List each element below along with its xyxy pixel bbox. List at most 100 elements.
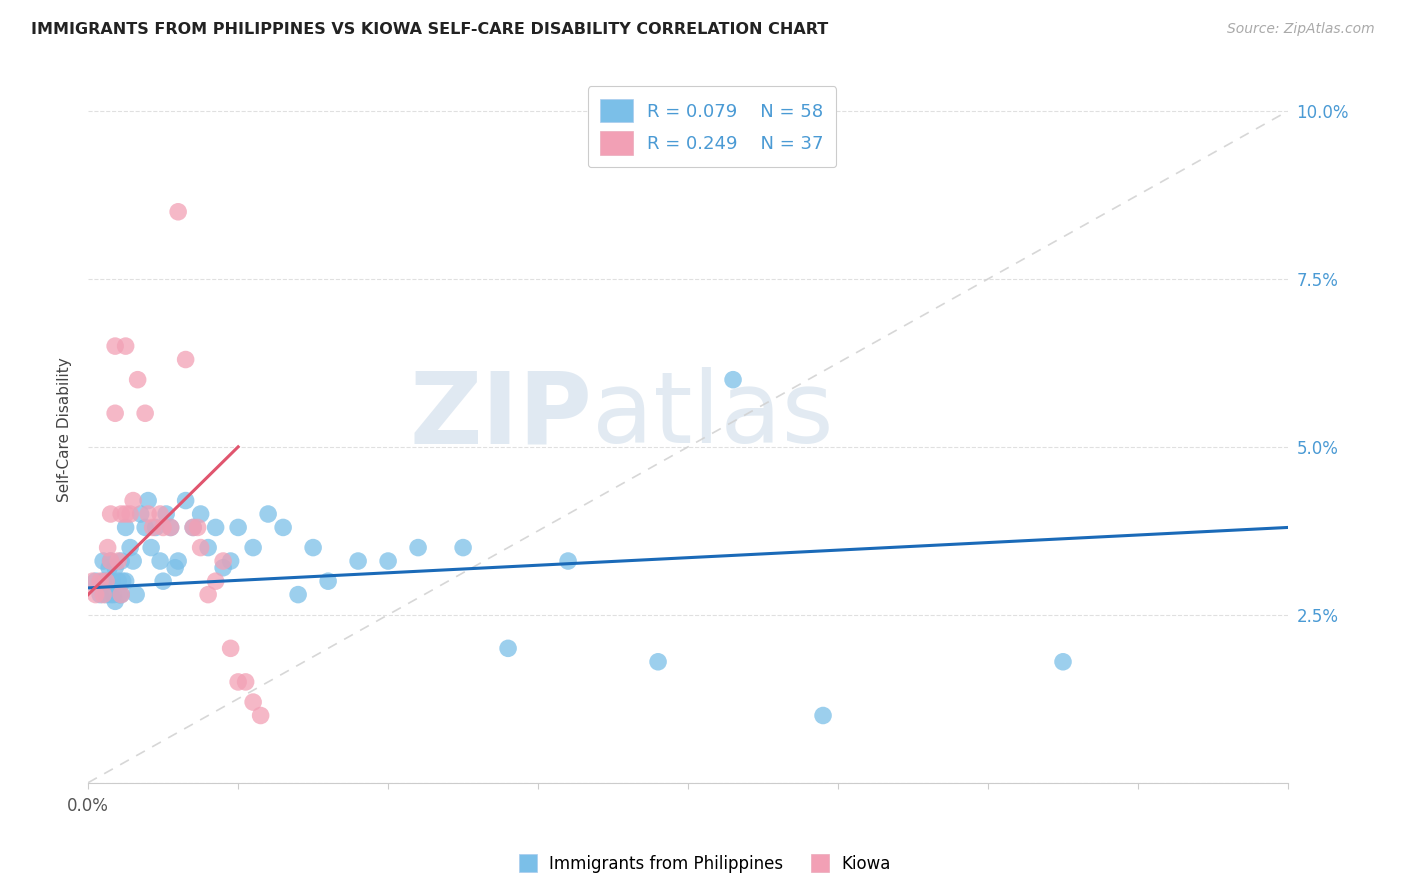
Point bbox=[125, 588, 148, 602]
Point bbox=[242, 541, 264, 555]
Point bbox=[98, 560, 121, 574]
Point bbox=[190, 541, 212, 555]
Point bbox=[120, 541, 142, 555]
Point bbox=[91, 554, 114, 568]
Point bbox=[159, 520, 181, 534]
Point bbox=[114, 339, 136, 353]
Point bbox=[212, 554, 235, 568]
Point bbox=[496, 641, 519, 656]
Point bbox=[242, 695, 264, 709]
Point bbox=[257, 507, 280, 521]
Point bbox=[721, 373, 744, 387]
Point bbox=[134, 520, 156, 534]
Point bbox=[451, 541, 474, 555]
Point bbox=[347, 554, 370, 568]
Point bbox=[129, 507, 152, 521]
Point bbox=[89, 588, 111, 602]
Point bbox=[114, 520, 136, 534]
Point bbox=[181, 520, 204, 534]
Point bbox=[145, 520, 167, 534]
Legend: R = 0.079    N = 58, R = 0.249    N = 37: R = 0.079 N = 58, R = 0.249 N = 37 bbox=[588, 87, 837, 167]
Point bbox=[91, 574, 114, 589]
Point bbox=[302, 541, 325, 555]
Point bbox=[101, 574, 124, 589]
Point bbox=[219, 641, 242, 656]
Point bbox=[97, 574, 120, 589]
Point bbox=[811, 708, 834, 723]
Point bbox=[174, 493, 197, 508]
Point bbox=[110, 507, 132, 521]
Point bbox=[152, 574, 174, 589]
Point bbox=[219, 554, 242, 568]
Point bbox=[235, 674, 257, 689]
Point bbox=[159, 520, 181, 534]
Point bbox=[103, 588, 125, 602]
Point bbox=[104, 594, 127, 608]
Point bbox=[94, 574, 117, 589]
Point bbox=[149, 554, 172, 568]
Point bbox=[197, 541, 219, 555]
Point bbox=[97, 541, 120, 555]
Point bbox=[647, 655, 669, 669]
Point bbox=[114, 574, 136, 589]
Point bbox=[204, 574, 226, 589]
Point bbox=[111, 574, 134, 589]
Point bbox=[212, 560, 235, 574]
Point bbox=[120, 507, 142, 521]
Point bbox=[134, 406, 156, 420]
Point bbox=[249, 708, 271, 723]
Point bbox=[167, 204, 190, 219]
Point bbox=[181, 520, 204, 534]
Point bbox=[152, 520, 174, 534]
Point bbox=[107, 574, 129, 589]
Point bbox=[226, 520, 249, 534]
Point bbox=[110, 588, 132, 602]
Point bbox=[406, 541, 429, 555]
Point bbox=[226, 674, 249, 689]
Point bbox=[155, 507, 177, 521]
Y-axis label: Self-Care Disability: Self-Care Disability bbox=[58, 358, 72, 502]
Point bbox=[174, 352, 197, 367]
Point bbox=[114, 507, 136, 521]
Point bbox=[187, 520, 209, 534]
Point bbox=[127, 373, 149, 387]
Point bbox=[557, 554, 579, 568]
Point bbox=[110, 588, 132, 602]
Point bbox=[271, 520, 294, 534]
Point bbox=[165, 560, 187, 574]
Point bbox=[89, 574, 111, 589]
Point bbox=[104, 406, 127, 420]
Point bbox=[139, 541, 162, 555]
Point bbox=[104, 339, 127, 353]
Point bbox=[100, 554, 122, 568]
Point bbox=[204, 520, 226, 534]
Point bbox=[136, 493, 159, 508]
Point bbox=[122, 554, 145, 568]
Point bbox=[104, 560, 127, 574]
Point bbox=[377, 554, 399, 568]
Point bbox=[110, 554, 132, 568]
Point bbox=[94, 588, 117, 602]
Point bbox=[1052, 655, 1074, 669]
Point bbox=[136, 507, 159, 521]
Point bbox=[167, 554, 190, 568]
Point bbox=[84, 574, 107, 589]
Point bbox=[122, 493, 145, 508]
Point bbox=[82, 574, 104, 589]
Point bbox=[287, 588, 309, 602]
Text: ZIP: ZIP bbox=[409, 368, 592, 465]
Point bbox=[149, 507, 172, 521]
Point bbox=[197, 588, 219, 602]
Point bbox=[91, 588, 114, 602]
Point bbox=[108, 588, 131, 602]
Text: Source: ZipAtlas.com: Source: ZipAtlas.com bbox=[1227, 22, 1375, 37]
Legend: Immigrants from Philippines, Kiowa: Immigrants from Philippines, Kiowa bbox=[509, 848, 897, 880]
Point bbox=[190, 507, 212, 521]
Point bbox=[84, 588, 107, 602]
Point bbox=[100, 588, 122, 602]
Point bbox=[107, 554, 129, 568]
Text: IMMIGRANTS FROM PHILIPPINES VS KIOWA SELF-CARE DISABILITY CORRELATION CHART: IMMIGRANTS FROM PHILIPPINES VS KIOWA SEL… bbox=[31, 22, 828, 37]
Point bbox=[100, 554, 122, 568]
Point bbox=[100, 507, 122, 521]
Point bbox=[142, 520, 165, 534]
